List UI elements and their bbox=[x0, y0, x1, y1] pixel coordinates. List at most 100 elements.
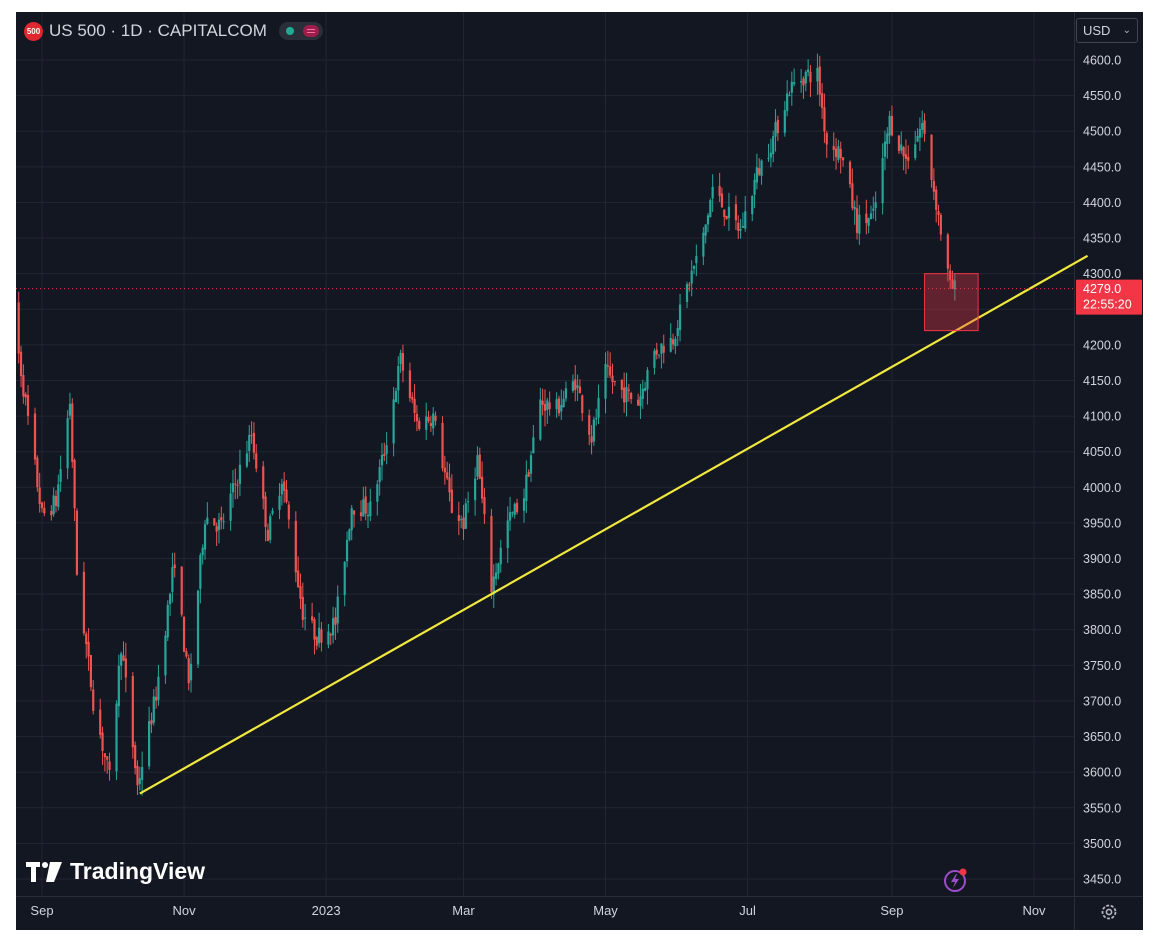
candle-body bbox=[117, 665, 120, 707]
candle-body bbox=[217, 519, 221, 530]
y-tick-label: 4550.0 bbox=[1083, 89, 1121, 103]
candle-body bbox=[299, 585, 302, 599]
candle-body bbox=[674, 338, 677, 347]
candle-body bbox=[26, 395, 30, 416]
candle-body bbox=[331, 618, 335, 636]
candle-body bbox=[657, 354, 661, 356]
candle-body bbox=[564, 388, 568, 399]
candle-body bbox=[483, 497, 486, 515]
candle-body bbox=[234, 483, 237, 485]
candle-body bbox=[50, 510, 53, 516]
candle-body bbox=[767, 158, 770, 160]
candle-body bbox=[825, 133, 828, 145]
settings-gear-icon[interactable] bbox=[1099, 902, 1119, 922]
candle-body bbox=[739, 229, 742, 231]
x-tick-label: May bbox=[593, 903, 618, 918]
candle-body bbox=[411, 396, 414, 400]
candle-body bbox=[245, 453, 249, 467]
candle-body bbox=[99, 709, 102, 735]
candle-body bbox=[85, 633, 88, 645]
candle-body bbox=[907, 156, 910, 161]
candle-body bbox=[499, 547, 502, 565]
candle-body bbox=[734, 204, 738, 221]
candle-body bbox=[851, 183, 854, 208]
candle-body bbox=[571, 381, 575, 391]
y-tick-label: 3700.0 bbox=[1083, 694, 1121, 708]
candle-body bbox=[36, 457, 39, 488]
candle-body bbox=[229, 493, 232, 521]
candle-body bbox=[462, 517, 465, 530]
candle-body bbox=[751, 195, 754, 215]
candle-body bbox=[532, 437, 535, 454]
y-tick-label: 3550.0 bbox=[1083, 801, 1121, 815]
candle-body bbox=[555, 399, 558, 410]
currency-select[interactable]: USD ⌄ bbox=[1076, 18, 1138, 43]
candle-body bbox=[474, 478, 477, 501]
candle-body bbox=[630, 393, 633, 400]
candle-body bbox=[376, 484, 379, 502]
x-tick-label: Mar bbox=[452, 903, 475, 918]
candle-body bbox=[760, 160, 763, 176]
chart-frame: 4600.0 4550.0 4500.0 4450.0 4400.0 4350.0 4300… bbox=[16, 12, 1143, 930]
candle-body bbox=[823, 107, 826, 132]
candle-body bbox=[166, 604, 169, 638]
candle-body bbox=[620, 379, 623, 390]
candle-body bbox=[152, 696, 155, 723]
candle-body bbox=[38, 487, 41, 504]
candle-body bbox=[196, 590, 200, 665]
candle-body bbox=[718, 185, 721, 196]
candle-body bbox=[597, 397, 600, 418]
candle-body bbox=[800, 81, 803, 83]
candle-body bbox=[529, 455, 533, 474]
market-status-pill[interactable] bbox=[278, 22, 323, 40]
y-tick-label: 3600.0 bbox=[1083, 766, 1121, 780]
candle-body bbox=[695, 256, 698, 264]
candle-body bbox=[802, 78, 805, 86]
candle-body bbox=[744, 211, 747, 229]
price-chart[interactable]: 4600.0 4550.0 4500.0 4450.0 4400.0 4350.0 4300… bbox=[16, 12, 1143, 930]
candle-body bbox=[932, 180, 935, 192]
candle-body bbox=[869, 213, 873, 220]
candle-body bbox=[886, 133, 889, 144]
candle-body bbox=[108, 761, 111, 770]
x-tick-label: Sep bbox=[880, 903, 903, 918]
candle-body bbox=[248, 435, 251, 451]
candle-body bbox=[164, 635, 167, 676]
candle-body bbox=[122, 655, 125, 661]
candle-body bbox=[345, 540, 349, 562]
chevron-down-icon: ⌄ bbox=[1122, 25, 1131, 36]
candle-body bbox=[250, 434, 253, 436]
candle-body bbox=[711, 186, 714, 199]
candle-body bbox=[490, 515, 493, 593]
y-tick-label: 4600.0 bbox=[1083, 54, 1121, 68]
candle-body bbox=[816, 67, 819, 82]
candle-body bbox=[774, 121, 777, 137]
candle-body bbox=[676, 328, 679, 337]
y-tick-label: 3650.0 bbox=[1083, 730, 1121, 744]
candle-body bbox=[446, 472, 449, 479]
x-tick-label: Jul bbox=[739, 903, 756, 918]
candle-body bbox=[120, 653, 123, 666]
candle-body bbox=[807, 69, 810, 73]
candle-body bbox=[285, 489, 288, 503]
symbol-title[interactable]: US 500 · 1D · CAPITALCOM bbox=[49, 21, 267, 40]
candle-body bbox=[460, 519, 463, 521]
candle-body bbox=[429, 423, 432, 427]
candle-body bbox=[134, 745, 137, 769]
candle-body bbox=[788, 95, 791, 97]
candle-body bbox=[772, 136, 775, 155]
lightning-alert-icon[interactable] bbox=[943, 867, 969, 893]
candle-body bbox=[103, 753, 106, 758]
candle-body bbox=[352, 510, 356, 515]
candle-body bbox=[646, 370, 649, 390]
y-tick-label: 3850.0 bbox=[1083, 588, 1121, 602]
candle-body bbox=[236, 484, 239, 486]
candle-body bbox=[82, 571, 86, 634]
candle-body bbox=[427, 417, 430, 422]
candle-body bbox=[576, 385, 579, 388]
candle-body bbox=[492, 576, 495, 595]
candle-body bbox=[199, 555, 202, 589]
candle-body bbox=[848, 161, 852, 185]
candle-body bbox=[755, 167, 758, 183]
candle-body bbox=[318, 627, 321, 644]
